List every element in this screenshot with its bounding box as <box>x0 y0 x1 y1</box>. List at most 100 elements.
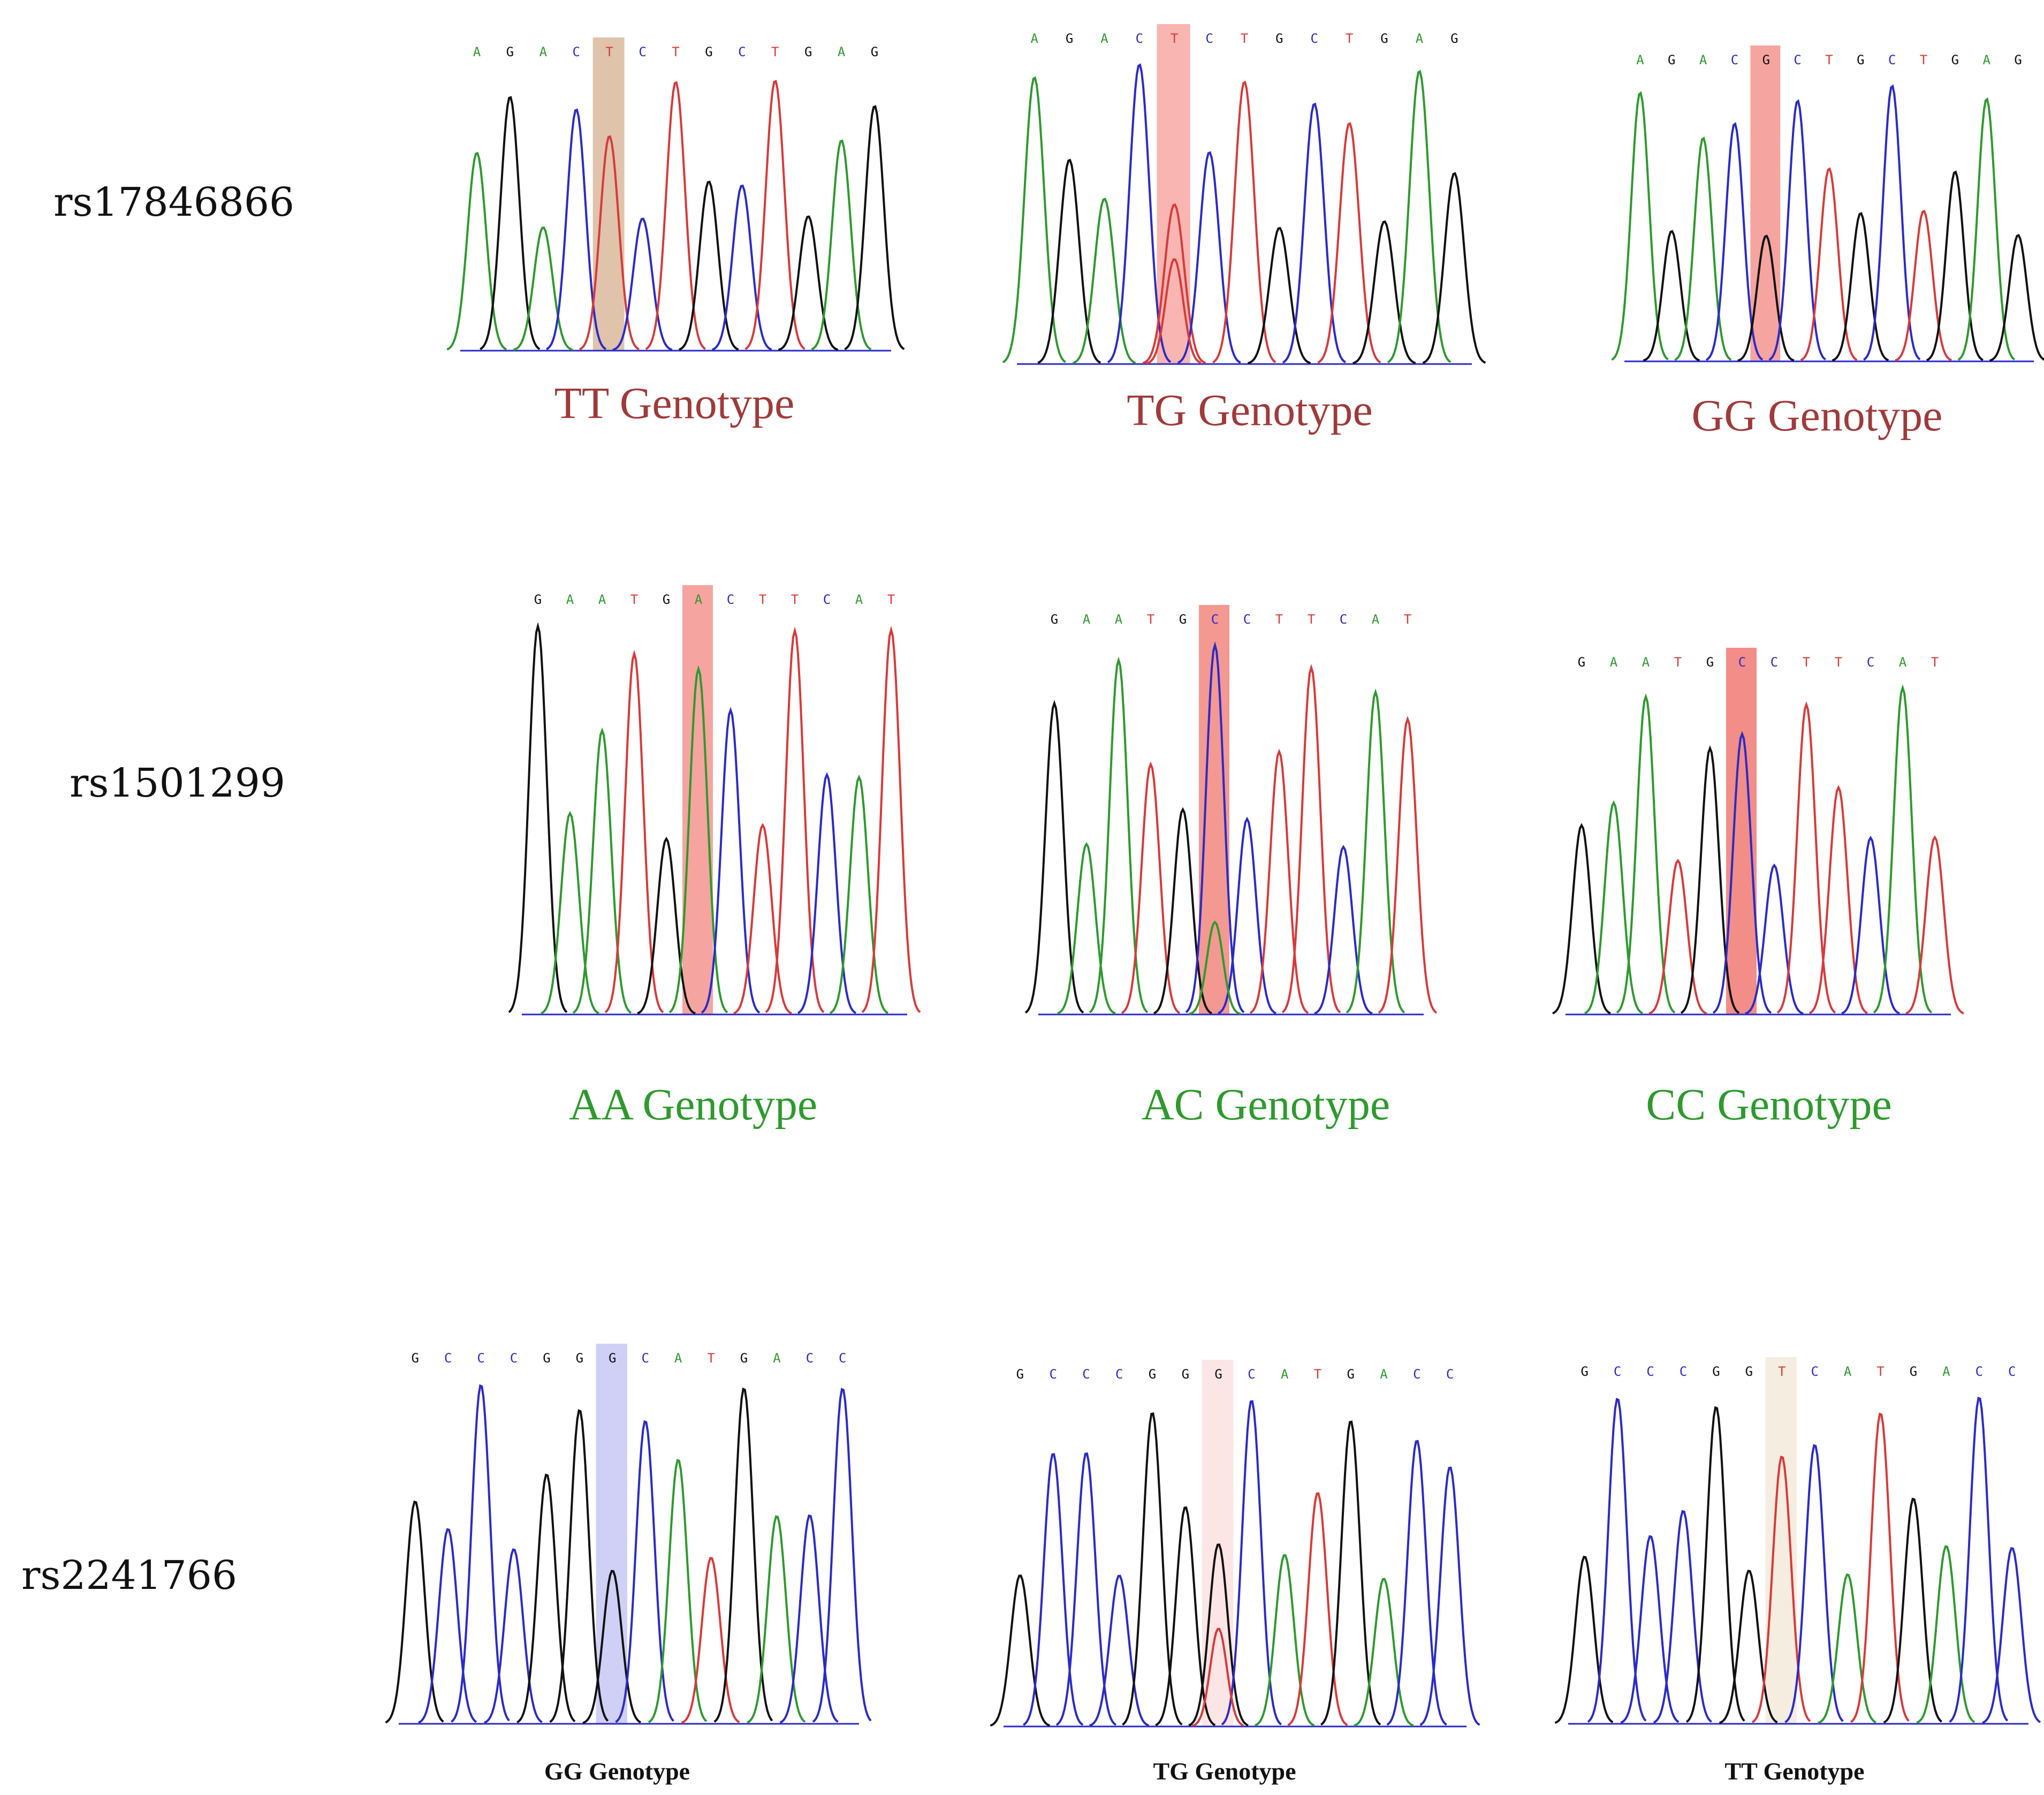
base-call: A <box>1899 655 1907 670</box>
base-call: A <box>838 44 846 59</box>
base-call: T <box>1346 31 1353 46</box>
base-call: T <box>1931 655 1939 670</box>
trace-peak <box>1957 97 2016 361</box>
base-call: C <box>727 592 734 607</box>
trace-peak <box>747 1515 806 1724</box>
base-call: A <box>1030 31 1038 46</box>
trace-peak <box>1002 76 1066 363</box>
trace-peak <box>480 96 541 350</box>
base-call: C <box>1413 1367 1420 1382</box>
secondary-peak <box>1191 1627 1244 1727</box>
trace-peak <box>1022 1453 1084 1726</box>
trace-peak <box>844 105 905 351</box>
base-call: G <box>1182 1367 1189 1382</box>
base-call: G <box>1706 655 1714 670</box>
variant-highlight <box>596 1344 627 1724</box>
trace-peak <box>1254 1554 1315 1727</box>
trace-peak <box>1643 230 1700 362</box>
base-call: G <box>411 1351 419 1366</box>
base-call: A <box>566 592 574 607</box>
trace-peak <box>1776 701 1836 1014</box>
trace-peak <box>1282 102 1347 363</box>
base-call: C <box>641 1351 649 1366</box>
base-call: G <box>1275 31 1283 46</box>
trace-peak <box>637 836 696 1014</box>
base-call: C <box>1738 655 1746 670</box>
trace-peak <box>1354 1578 1414 1727</box>
base-call: T <box>759 592 766 607</box>
trace-peak <box>1024 700 1084 1014</box>
base-call: C <box>806 1351 814 1366</box>
base-call: A <box>1372 612 1380 627</box>
base-call: G <box>1857 52 1864 67</box>
trace-peak <box>1863 84 1921 361</box>
trace-peak <box>1784 1444 1844 1723</box>
base-call: G <box>1910 1364 1917 1379</box>
base-call: A <box>674 1351 682 1366</box>
base-call: T <box>707 1351 715 1366</box>
trace-peak <box>1648 858 1707 1015</box>
base-call: G <box>609 1351 616 1366</box>
base-call: C <box>1867 655 1874 670</box>
trace-peak <box>779 1514 839 1724</box>
trace-peak <box>1287 1492 1348 1726</box>
trace-peak <box>1089 656 1149 1013</box>
base-call: G <box>1051 612 1058 627</box>
trace-peak <box>1680 745 1740 1014</box>
base-call: A <box>1416 31 1424 46</box>
trace-peak <box>1653 1510 1712 1724</box>
base-call: C <box>1680 1364 1687 1379</box>
base-call: C <box>839 1351 846 1366</box>
trace-peak <box>861 625 921 1013</box>
trace-peak <box>572 727 632 1014</box>
trace-peak <box>1584 800 1643 1014</box>
trace-peak <box>1089 1574 1150 1727</box>
genotype-label-cc: CC Genotype <box>1646 1080 1892 1130</box>
trace-peak <box>1122 1412 1183 1726</box>
trace-peak <box>797 772 857 1014</box>
trace-peak <box>711 184 772 351</box>
trace-peak <box>612 217 673 351</box>
trace-peak <box>1616 693 1676 1014</box>
base-call: G <box>2014 52 2022 67</box>
base-call: G <box>576 1351 583 1366</box>
trace-peak <box>765 626 825 1013</box>
base-call: C <box>1340 612 1347 627</box>
trace-peak <box>648 1459 708 1723</box>
base-call: C <box>1731 52 1738 67</box>
trace-peak <box>1989 233 2044 362</box>
trace-peak <box>1422 172 1486 364</box>
base-call: T <box>630 592 638 607</box>
trace-peak <box>1249 748 1309 1014</box>
base-call: C <box>639 44 646 59</box>
trace-peak <box>990 1574 1051 1727</box>
base-call: A <box>773 1351 781 1366</box>
base-call: G <box>663 592 670 607</box>
base-call: C <box>1975 1364 1983 1379</box>
base-call: G <box>740 1351 748 1366</box>
base-call: G <box>1951 52 1959 67</box>
base-call: G <box>1347 1367 1355 1382</box>
trace-peak <box>1352 220 1416 365</box>
base-call: A <box>473 44 481 59</box>
trace-peak <box>1818 1573 1876 1724</box>
base-call: T <box>1876 1364 1884 1379</box>
variant-highlight <box>592 37 625 351</box>
base-call: A <box>1100 31 1108 46</box>
base-call: A <box>598 592 606 607</box>
base-call: C <box>1771 655 1778 670</box>
trace-peak <box>513 226 573 351</box>
trace-peak <box>1751 1455 1811 1723</box>
base-call: T <box>1404 612 1411 627</box>
trace-peak <box>418 1528 477 1724</box>
genotype-label-tg: TG Genotype <box>1153 1758 1296 1785</box>
trace-peak <box>545 108 607 351</box>
base-call: C <box>1049 1367 1057 1382</box>
base-call: T <box>605 44 613 59</box>
trace-peak <box>1895 209 1952 362</box>
base-call: T <box>1171 31 1178 46</box>
trace-peak <box>1188 1543 1249 1726</box>
